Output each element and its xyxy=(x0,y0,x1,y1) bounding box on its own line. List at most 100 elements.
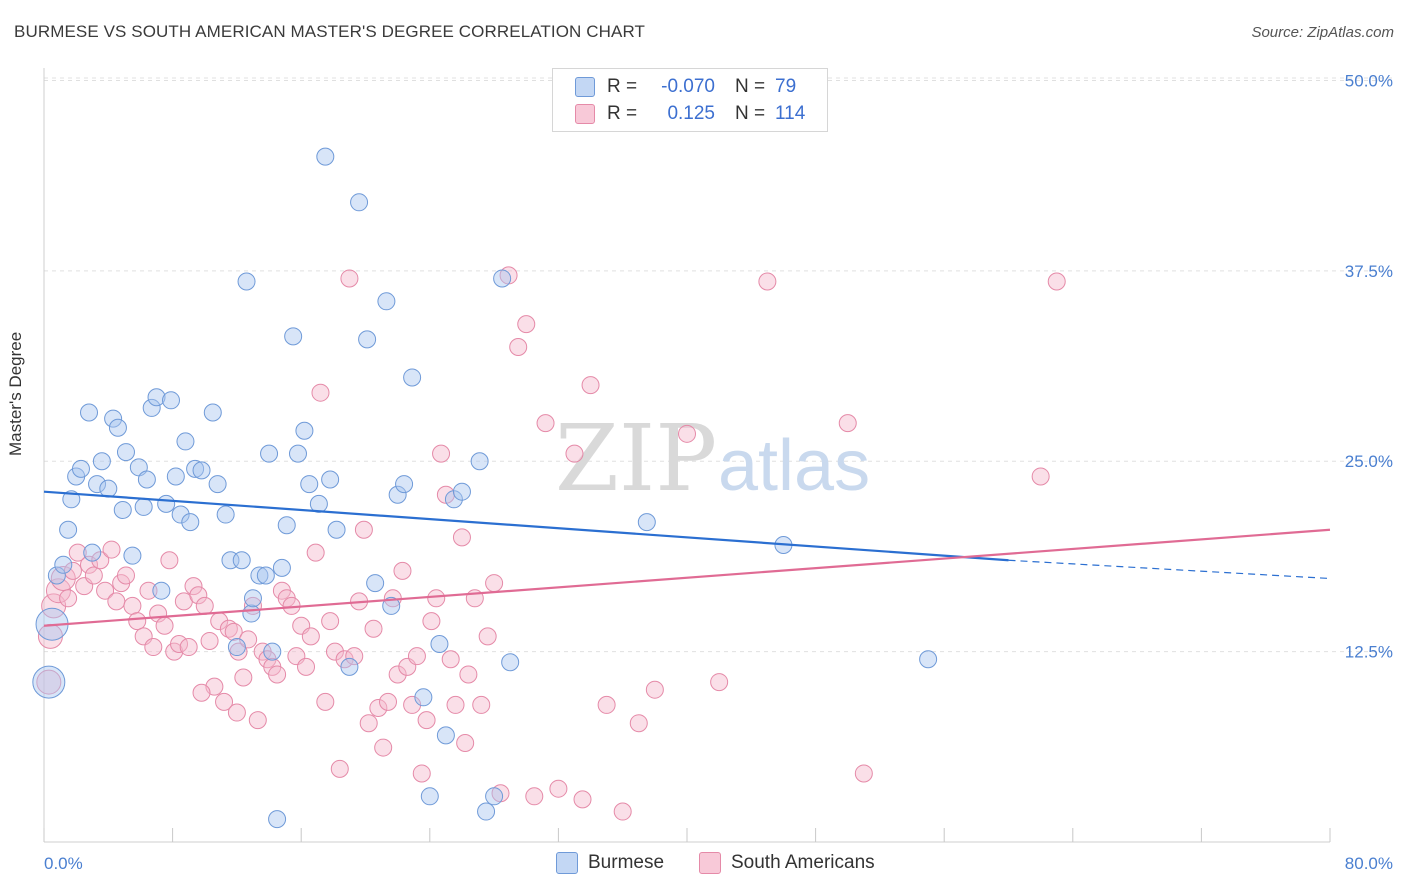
axes xyxy=(43,68,1331,843)
data-point-south-americans xyxy=(525,787,544,806)
data-point-south-americans xyxy=(838,414,857,433)
data-point-burmese xyxy=(501,653,520,672)
data-point-south-americans xyxy=(301,627,320,646)
data-point-burmese xyxy=(321,470,340,489)
data-point-south-americans xyxy=(325,642,344,661)
data-point-burmese xyxy=(186,459,205,478)
source-label: Source: ZipAtlas.com xyxy=(1251,24,1394,41)
data-point-burmese xyxy=(134,497,153,516)
data-point-south-americans xyxy=(459,665,478,684)
data-point-burmese xyxy=(256,566,275,585)
data-point-burmese xyxy=(192,461,211,480)
data-point-south-americans xyxy=(393,561,412,580)
trend-line-burmese-extrapolated xyxy=(1008,559,1331,580)
data-point-burmese xyxy=(316,147,335,166)
legend-row-south-americans: R = 0.125 N = 114 xyxy=(575,102,815,126)
data-point-south-americans xyxy=(485,574,504,593)
data-point-burmese xyxy=(116,443,135,462)
data-point-south-americans xyxy=(80,555,99,574)
legend-item-burmese[interactable]: Burmese xyxy=(556,852,664,874)
data-point-burmese xyxy=(637,513,656,532)
data-point-south-americans xyxy=(128,612,147,631)
legend-label-burmese: Burmese xyxy=(588,852,665,873)
x-tick-labels: 0.0% 80.0% xyxy=(44,854,1393,873)
legend-row-burmese: R = -0.070 N = 79 xyxy=(575,75,815,99)
data-point-south-americans xyxy=(441,650,460,669)
data-point-south-americans xyxy=(321,612,340,631)
data-point-south-americans xyxy=(84,566,103,585)
data-point-south-americans xyxy=(224,622,243,641)
trend-line-burmese xyxy=(43,490,1009,562)
data-point-south-americans xyxy=(710,673,729,692)
trend-line-south-americans xyxy=(43,528,1331,627)
legend-r-value: -0.070 xyxy=(661,76,715,97)
data-point-south-americans xyxy=(446,695,465,714)
watermark-atlas: atlas xyxy=(718,426,870,506)
data-point-burmese xyxy=(340,657,359,676)
data-point-south-americans xyxy=(59,589,78,608)
data-point-south-americans xyxy=(234,668,253,687)
data-point-burmese xyxy=(203,403,222,422)
data-point-burmese xyxy=(288,444,307,463)
data-point-burmese xyxy=(54,555,73,574)
y-tick-label: 25.0% xyxy=(1345,452,1393,471)
data-point-south-americans xyxy=(422,612,441,631)
data-point-burmese xyxy=(181,513,200,532)
data-point-south-americans xyxy=(452,528,471,547)
data-point-burmese xyxy=(358,330,377,349)
data-point-burmese xyxy=(430,635,449,653)
data-point-south-americans xyxy=(268,665,287,684)
data-point-south-americans xyxy=(248,711,267,730)
data-point-south-americans xyxy=(330,759,349,778)
data-point-burmese xyxy=(377,292,396,311)
data-point-south-americans xyxy=(311,383,330,402)
data-point-south-americans xyxy=(359,714,378,733)
data-point-burmese xyxy=(237,272,256,291)
data-point-south-americans xyxy=(316,692,335,711)
data-point-south-americans xyxy=(472,695,491,714)
data-point-south-americans xyxy=(36,669,62,695)
data-point-burmese xyxy=(284,327,303,346)
data-point-burmese xyxy=(388,485,407,504)
data-point-burmese xyxy=(208,475,227,494)
data-point-burmese xyxy=(113,500,132,519)
series-legend: Burmese South Americans xyxy=(0,852,1406,878)
data-point-burmese xyxy=(382,596,401,615)
legend-swatch-burmese xyxy=(556,852,578,874)
series-burmese xyxy=(32,147,938,829)
data-point-burmese xyxy=(227,638,246,657)
data-point-south-americans xyxy=(597,695,616,714)
data-point-burmese xyxy=(152,581,171,600)
data-point-south-americans xyxy=(417,711,436,730)
data-point-burmese xyxy=(157,494,176,513)
data-point-burmese xyxy=(137,470,156,489)
y-tick-label: 37.5% xyxy=(1345,262,1393,281)
data-point-burmese xyxy=(88,475,107,494)
data-point-south-americans xyxy=(379,692,398,711)
data-point-south-americans xyxy=(645,680,664,699)
data-point-burmese xyxy=(263,642,282,661)
data-point-south-americans xyxy=(427,589,446,608)
data-point-burmese xyxy=(350,193,369,212)
data-point-south-americans xyxy=(200,631,219,650)
legend-item-south-americans[interactable]: South Americans xyxy=(699,852,875,874)
data-point-south-americans xyxy=(123,596,142,615)
data-point-burmese xyxy=(80,403,99,422)
data-point-south-americans xyxy=(345,647,364,666)
data-point-burmese xyxy=(250,566,269,585)
y-axis-label: Master's Degree xyxy=(6,331,25,456)
legend-n-label: N = xyxy=(735,76,766,97)
legend-swatch-burmese xyxy=(575,77,595,97)
data-point-south-americans xyxy=(549,779,568,798)
data-point-burmese xyxy=(161,391,180,410)
data-point-south-americans xyxy=(227,703,246,722)
data-point-south-americans xyxy=(509,338,528,356)
data-point-south-americans xyxy=(68,543,87,562)
data-point-burmese xyxy=(493,269,512,288)
data-point-south-americans xyxy=(678,424,696,443)
data-point-burmese xyxy=(277,516,296,535)
chart-title: BURMESE VS SOUTH AMERICAN MASTER'S DEGRE… xyxy=(14,22,645,41)
data-point-burmese xyxy=(92,452,111,471)
data-point-south-americans xyxy=(432,444,451,463)
data-point-burmese xyxy=(166,467,185,486)
